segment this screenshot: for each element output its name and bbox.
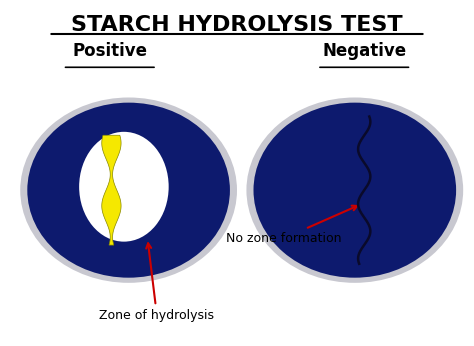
Text: Negative: Negative xyxy=(322,42,406,60)
Ellipse shape xyxy=(246,98,463,283)
Ellipse shape xyxy=(254,103,456,278)
Ellipse shape xyxy=(27,103,230,278)
Text: No zone formation: No zone formation xyxy=(227,206,357,245)
Text: Positive: Positive xyxy=(72,42,147,60)
Text: STARCH HYDROLYSIS TEST: STARCH HYDROLYSIS TEST xyxy=(71,15,403,35)
Ellipse shape xyxy=(79,132,169,242)
Text: Zone of hydrolysis: Zone of hydrolysis xyxy=(100,243,214,322)
Ellipse shape xyxy=(20,98,237,283)
Polygon shape xyxy=(102,135,121,245)
